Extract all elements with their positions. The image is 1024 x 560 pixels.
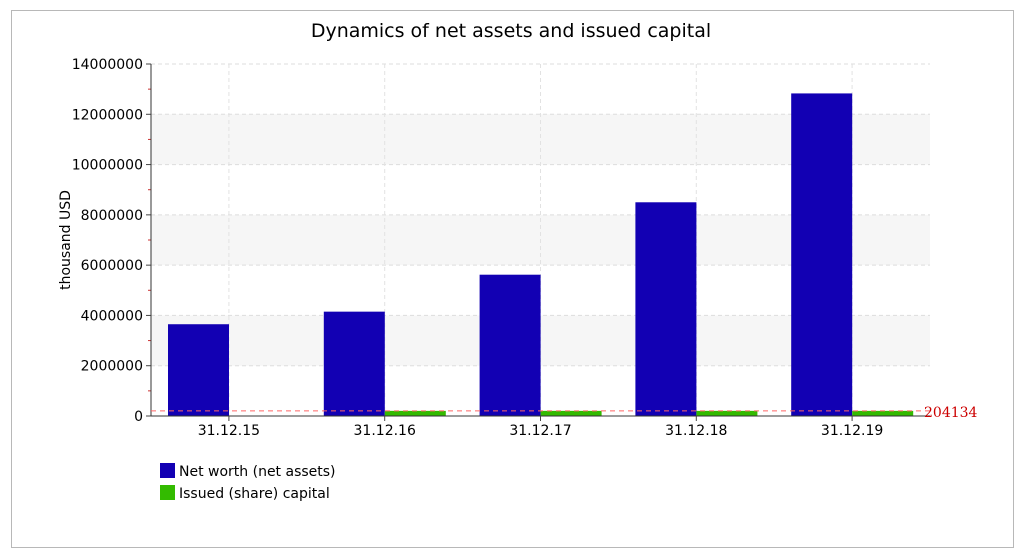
x-tick-label: 31.12.15 [198, 423, 260, 439]
bar-net-worth [168, 324, 229, 416]
chart-title: Dynamics of net assets and issued capita… [311, 20, 711, 42]
y-axis-ticks: 0 2000000 4000000 6000000 8000000 10000000 120… [72, 57, 151, 425]
bar-net-worth [479, 274, 541, 416]
x-tick-label: 31.12.18 [665, 423, 727, 439]
x-axis-ticks: 31.12.15 31.12.16 31.12.17 31.12.18 31.12.19 [198, 416, 883, 439]
y-tick-label: 2000000 [81, 359, 143, 375]
y-tick-label: 14000000 [72, 57, 143, 73]
legend-swatch [160, 485, 175, 500]
y-tick-label: 6000000 [81, 258, 143, 274]
y-axis-label: thousand USD [58, 190, 74, 290]
bar-issued-capital [852, 410, 914, 416]
x-tick-label: 31.12.19 [821, 423, 883, 439]
y-tick-label: 10000000 [72, 158, 143, 174]
bars [168, 93, 914, 416]
x-tick-label: 31.12.17 [509, 423, 571, 439]
bar-issued-capital [384, 410, 446, 416]
legend-label: Issued (share) capital [179, 486, 330, 502]
legend-label: Net worth (net assets) [179, 464, 336, 480]
legend-swatch [160, 463, 175, 478]
bar-net-worth [791, 93, 853, 416]
x-tick-label: 31.12.16 [354, 423, 416, 439]
y-tick-label: 8000000 [81, 208, 143, 224]
bar-net-worth [635, 202, 697, 416]
reference-line-label: 204134 [924, 405, 978, 421]
bar-net-worth [323, 311, 385, 416]
y-tick-label: 12000000 [72, 107, 143, 123]
y-tick-label: 0 [134, 409, 143, 425]
reference-line-group: 204134 [151, 405, 978, 421]
y-tick-label: 4000000 [81, 308, 143, 324]
bar-issued-capital [540, 410, 602, 416]
bar-issued-capital [696, 410, 758, 416]
legend: Net worth (net assets) Issued (share) cap… [160, 463, 336, 502]
